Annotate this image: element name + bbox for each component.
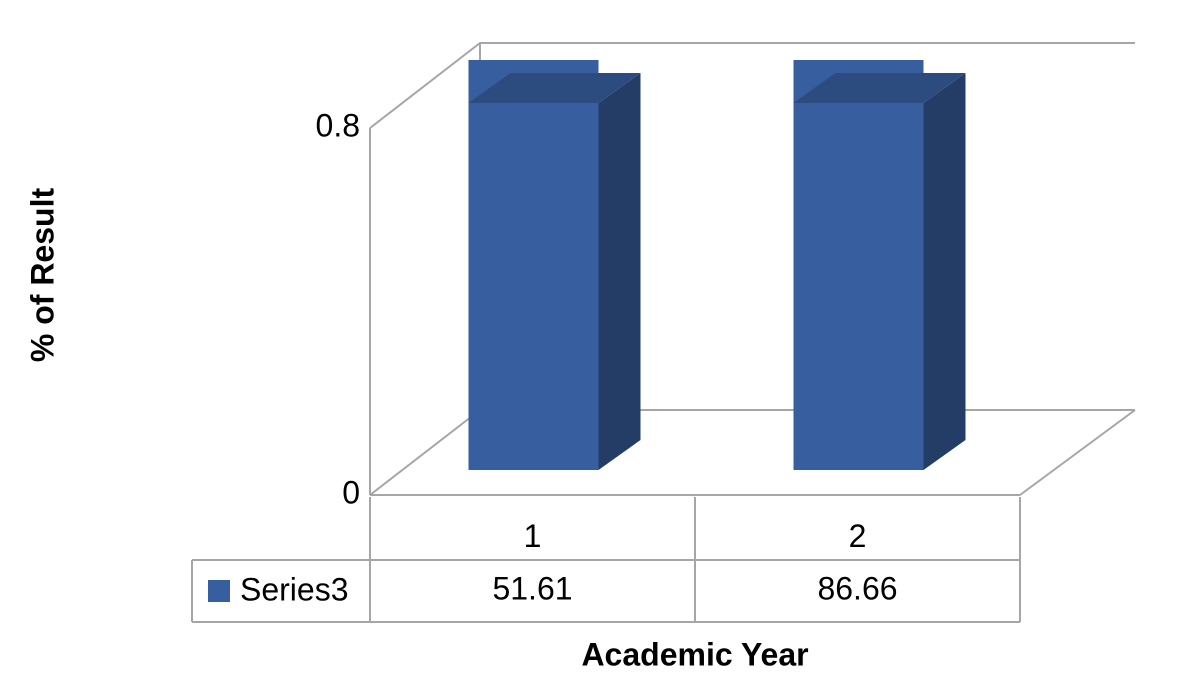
bar-top [793, 73, 966, 103]
bars [468, 60, 924, 470]
y-tick-label: 0.8 [316, 107, 360, 143]
legend-swatch [208, 580, 230, 602]
bar-side [923, 73, 966, 470]
x-tick-label: 2 [849, 518, 867, 554]
bar-top [468, 73, 641, 103]
legend-label: Series3 [240, 571, 349, 607]
bar [468, 60, 599, 470]
bar [793, 60, 924, 470]
x-axis-title: Academic Year [581, 636, 808, 672]
table-value: 51.61 [492, 570, 572, 606]
x-tick-label: 1 [524, 518, 542, 554]
grid-line [369, 42, 1135, 129]
floor-edge [1019, 409, 1136, 496]
bar-side [598, 73, 641, 470]
table-value: 86.66 [817, 570, 897, 606]
y-axis-title: % of Result [24, 188, 60, 363]
y-tick-label: 0 [342, 474, 360, 510]
